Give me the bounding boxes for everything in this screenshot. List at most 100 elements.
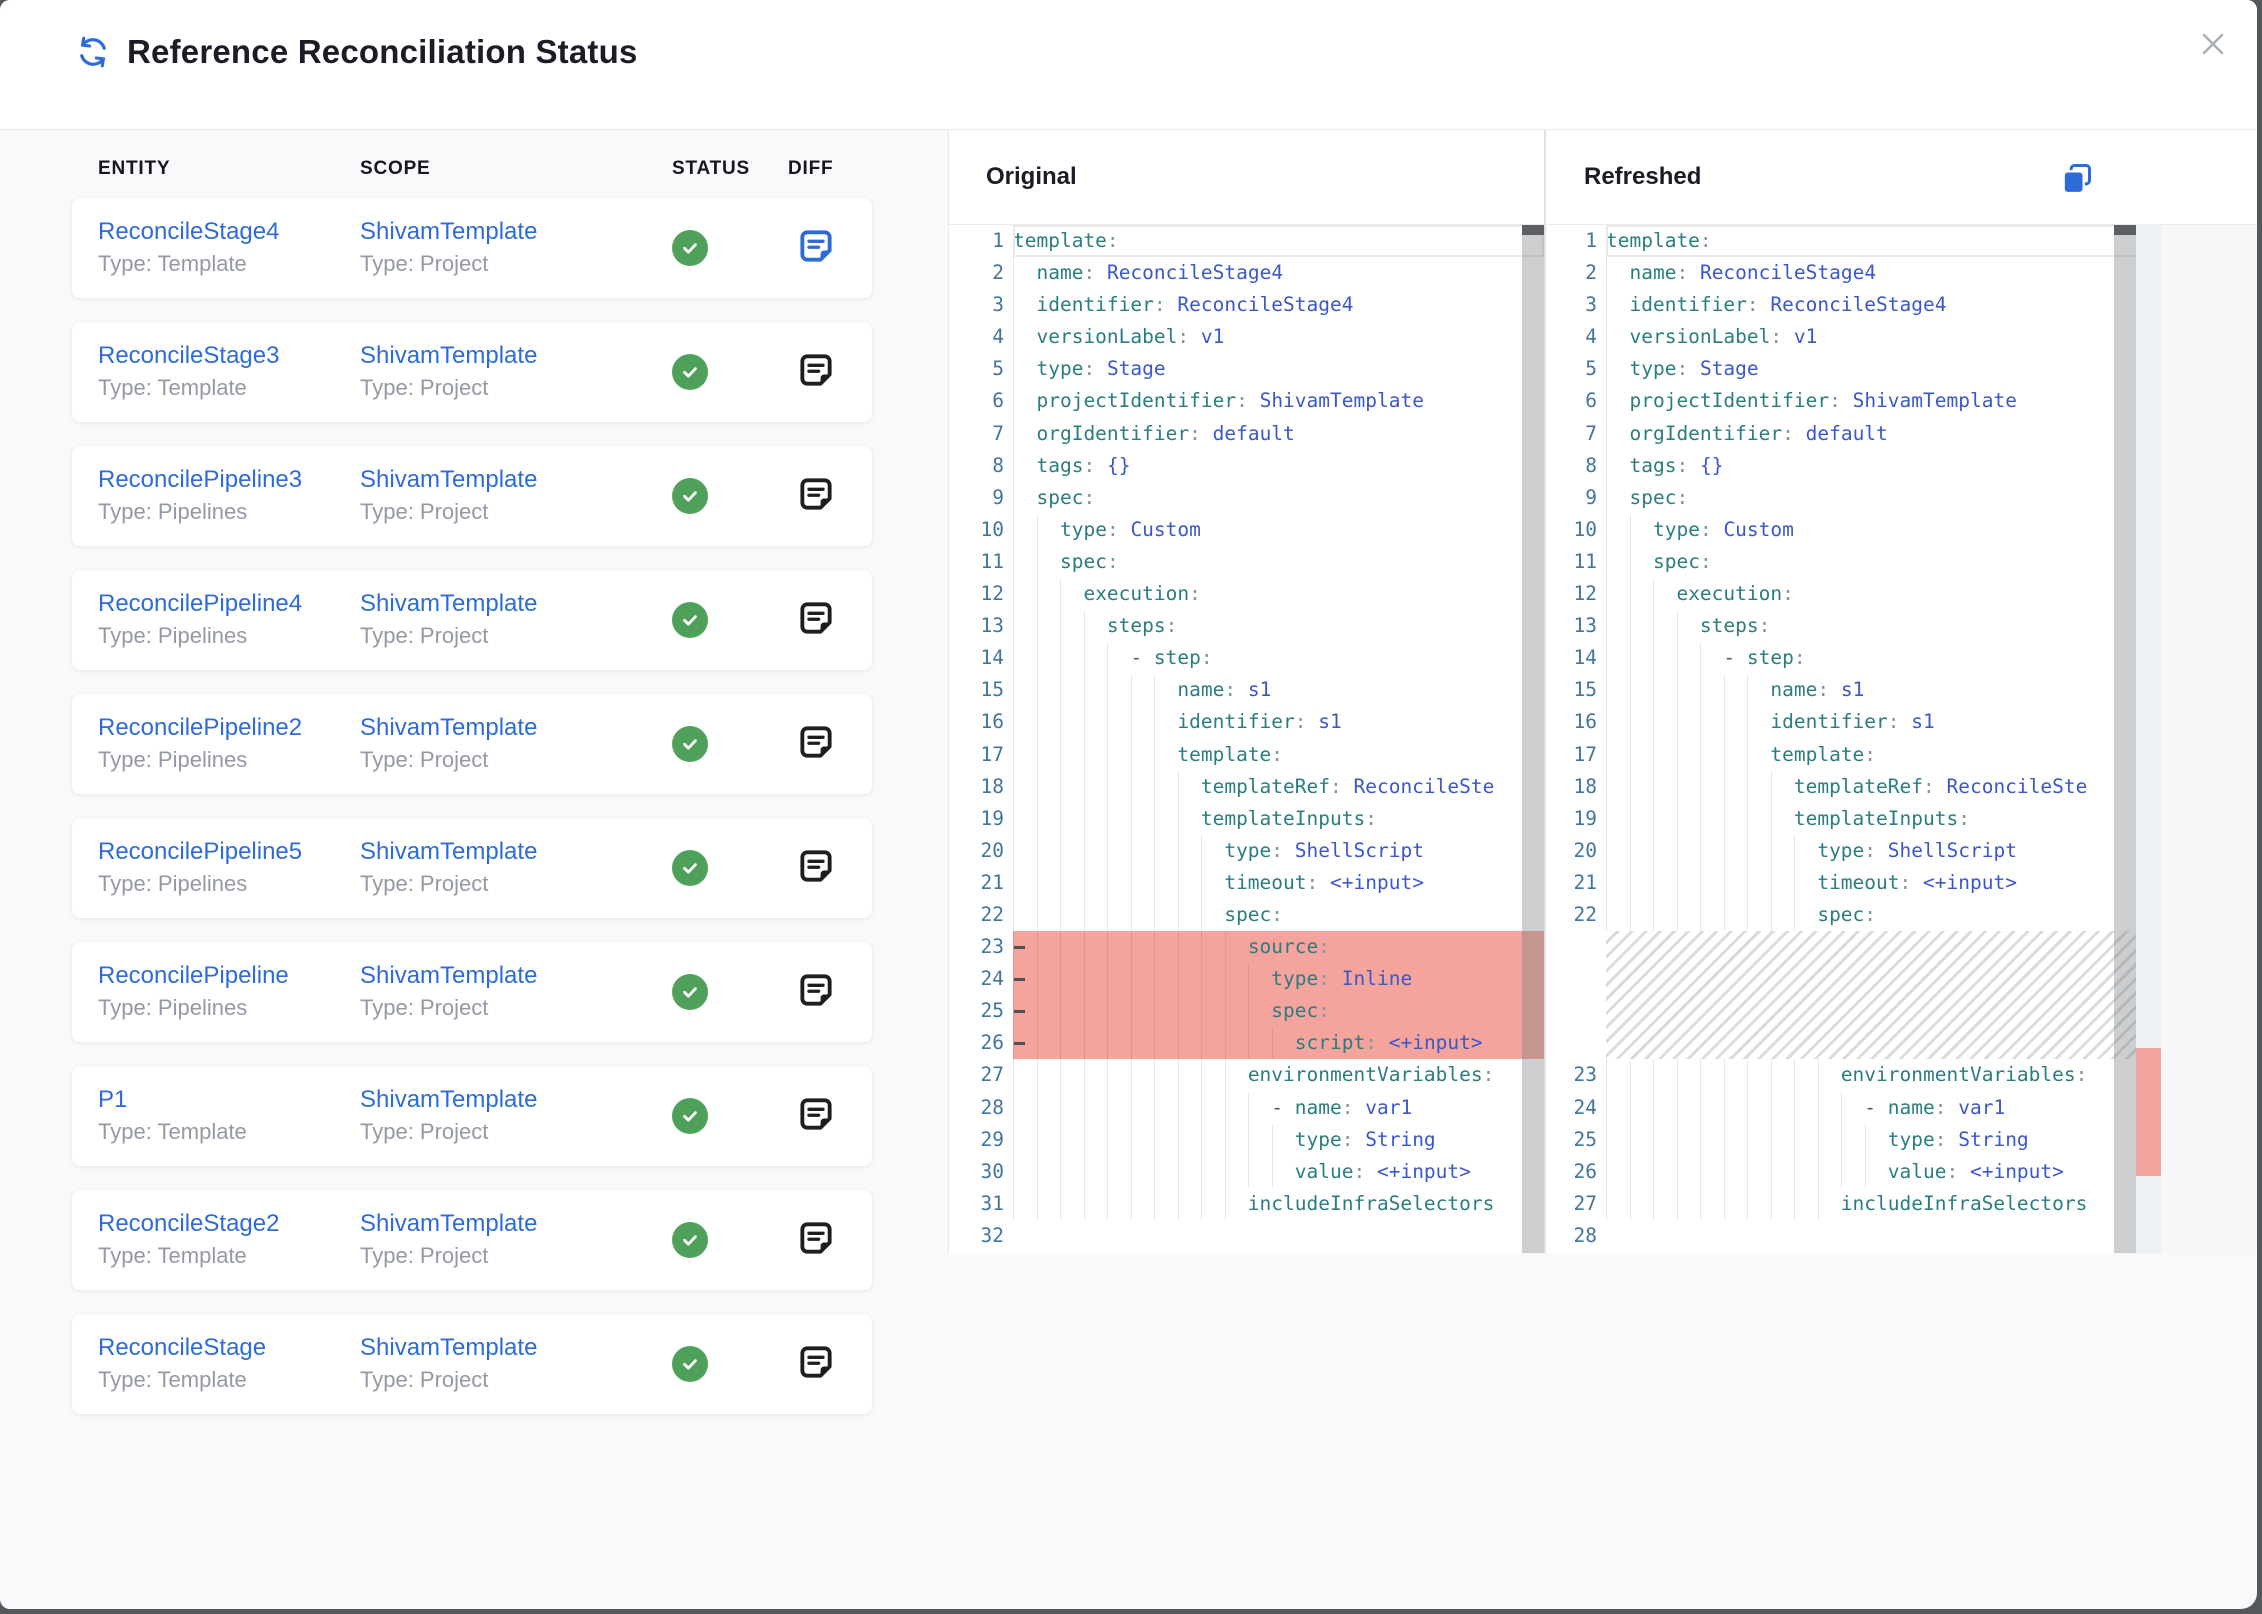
entity-cell: ReconcilePipeline4 Type: Pipelines <box>98 589 360 651</box>
entity-link[interactable]: ReconcileStage4 <box>98 218 280 245</box>
table-row: ReconcileStage Type: Template ShivamTemp… <box>72 1314 872 1414</box>
status-success-icon <box>672 354 708 390</box>
entity-link[interactable]: ReconcilePipeline5 <box>98 838 303 865</box>
code-line: type: Custom <box>1013 513 1544 546</box>
entity-type-label: Type: Pipelines <box>98 499 248 524</box>
scope-cell: ShivamTemplate Type: Project <box>360 465 672 527</box>
diff-icon-button[interactable] <box>795 473 837 515</box>
diff-icon-button[interactable] <box>795 845 837 887</box>
code-line: versionLabel: v1 <box>1606 321 2161 354</box>
code-line: templateRef: ReconcileSte <box>1013 770 1544 803</box>
diff-icon-button[interactable] <box>795 1093 837 1135</box>
code-line: projectIdentifier: ShivamTemplate <box>1013 385 1544 418</box>
code-line: templateInputs: <box>1013 802 1544 835</box>
diff-cell <box>718 969 872 1016</box>
page-title: Reference Reconciliation Status <box>127 33 638 70</box>
diff-icon-button[interactable] <box>795 721 837 763</box>
table-row: ReconcilePipeline4 Type: Pipelines Shiva… <box>72 570 872 670</box>
dialog-header: Reference Reconciliation Status <box>0 0 2257 130</box>
table-row: ReconcilePipeline2 Type: Pipelines Shiva… <box>72 694 872 794</box>
column-header-status: STATUS <box>672 158 750 179</box>
entity-link[interactable]: ReconcilePipeline4 <box>98 590 303 617</box>
scope-link[interactable]: ShivamTemplate <box>360 590 538 617</box>
table-row: ReconcileStage2 Type: Template ShivamTem… <box>72 1190 872 1290</box>
code-line: spec: <box>1013 898 1544 932</box>
scope-cell: ShivamTemplate Type: Project <box>360 1209 672 1271</box>
scope-type-label: Type: Project <box>360 995 489 1020</box>
code-line <box>1013 1220 1544 1252</box>
scope-link[interactable]: ShivamTemplate <box>360 838 538 865</box>
entity-cell: ReconcilePipeline5 Type: Pipelines <box>98 837 360 899</box>
status-success-icon <box>672 478 708 514</box>
entity-link[interactable]: ReconcileStage2 <box>98 1210 280 1237</box>
code-line: type: ShellScript <box>1013 834 1544 867</box>
entity-link[interactable]: P1 <box>98 1086 128 1113</box>
entity-link[interactable]: ReconcilePipeline2 <box>98 714 303 741</box>
scope-link[interactable]: ShivamTemplate <box>360 466 538 493</box>
scope-cell: ShivamTemplate Type: Project <box>360 217 672 279</box>
scope-type-label: Type: Project <box>360 375 489 400</box>
scope-link[interactable]: ShivamTemplate <box>360 1210 538 1237</box>
table-header-row: ENTITY SCOPE STATUS DIFF <box>72 130 872 198</box>
original-scrollbar[interactable] <box>1522 225 1544 1253</box>
scope-type-label: Type: Project <box>360 747 489 772</box>
code-line: environmentVariables: <box>1013 1059 1544 1092</box>
code-line: tags: {} <box>1013 449 1544 482</box>
scope-link[interactable]: ShivamTemplate <box>360 342 538 369</box>
scope-link[interactable]: ShivamTemplate <box>360 1334 538 1361</box>
code-line: projectIdentifier: ShivamTemplate <box>1606 385 2161 418</box>
table-row: ReconcilePipeline Type: Pipelines Shivam… <box>72 942 872 1042</box>
column-header-entity: ENTITY <box>98 158 171 179</box>
entity-link[interactable]: ReconcileStage <box>98 1334 267 1361</box>
code-line: type: Stage <box>1606 353 2161 386</box>
code-line <box>1606 1220 2161 1252</box>
code-line: name: s1 <box>1013 674 1544 707</box>
diff-icon-button[interactable] <box>795 349 837 391</box>
close-icon[interactable] <box>2195 26 2231 62</box>
code-line: type: Custom <box>1606 513 2161 546</box>
code-line-removed: script: <+input> <box>1013 1027 1544 1060</box>
refreshed-code-content[interactable]: template: name: ReconcileStage4 identifi… <box>1606 225 2161 1253</box>
scope-type-label: Type: Project <box>360 251 489 276</box>
status-success-icon <box>672 1098 708 1134</box>
diff-icon-button[interactable] <box>795 597 837 639</box>
entity-link[interactable]: ReconcilePipeline <box>98 962 289 989</box>
entity-link[interactable]: ReconcilePipeline3 <box>98 466 303 493</box>
code-line: includeInfraSelectors <box>1013 1187 1544 1220</box>
code-line: value: <+input> <box>1013 1155 1544 1188</box>
diff-section: Original Refreshed 1 2 3 4 5 6 7 8 9 10 11 12 13 14 15… <box>948 130 2257 1253</box>
scope-link[interactable]: ShivamTemplate <box>360 218 538 245</box>
diff-icon-button[interactable] <box>795 1217 837 1259</box>
status-success-icon <box>672 850 708 886</box>
entity-type-label: Type: Pipelines <box>98 995 248 1020</box>
code-line: execution: <box>1013 578 1544 611</box>
diff-cell <box>718 721 872 768</box>
scope-link[interactable]: ShivamTemplate <box>360 962 538 989</box>
copy-icon[interactable] <box>2057 158 2097 198</box>
scope-cell: ShivamTemplate Type: Project <box>360 341 672 403</box>
scope-cell: ShivamTemplate Type: Project <box>360 1333 672 1395</box>
code-line: name: s1 <box>1606 674 2161 707</box>
scope-cell: ShivamTemplate Type: Project <box>360 1085 672 1147</box>
scope-cell: ShivamTemplate Type: Project <box>360 589 672 651</box>
status-success-icon <box>672 1222 708 1258</box>
entity-link[interactable]: ReconcileStage3 <box>98 342 280 369</box>
scope-link[interactable]: ShivamTemplate <box>360 1086 538 1113</box>
diff-icon-button[interactable] <box>795 225 837 267</box>
original-code-content[interactable]: template: name: ReconcileStage4 identifi… <box>1013 225 1544 1253</box>
original-editor: 1 2 3 4 5 6 7 8 9 10 11 12 13 14 15 16 17 18 19 20 21 22 23 24 2… <box>949 225 1544 1253</box>
status-success-icon <box>672 230 708 266</box>
code-line: steps: <box>1013 610 1544 643</box>
diff-cell <box>718 473 872 520</box>
diff-icon-button[interactable] <box>795 1341 837 1383</box>
diff-icon-button[interactable] <box>795 969 837 1011</box>
code-line: identifier: ReconcileStage4 <box>1606 289 2161 322</box>
scope-link[interactable]: ShivamTemplate <box>360 714 538 741</box>
refreshed-panel-title: Refreshed <box>1584 163 1702 190</box>
entity-type-label: Type: Pipelines <box>98 623 248 648</box>
refreshed-scrollbar[interactable] <box>2114 225 2136 1253</box>
refreshed-editor: 1 2 3 4 5 6 7 8 9 10 11 12 13 14 15 16 17 18 19 20 21 22 23 24 2… <box>1546 225 2161 1253</box>
code-line: spec: <box>1013 481 1544 514</box>
code-line: type: Stage <box>1013 353 1544 386</box>
